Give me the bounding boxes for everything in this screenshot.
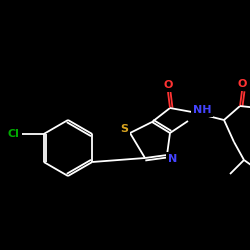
Text: O: O xyxy=(163,80,173,90)
Text: N: N xyxy=(168,154,177,164)
Text: S: S xyxy=(120,124,128,134)
Text: NH: NH xyxy=(193,105,211,115)
Text: O: O xyxy=(237,79,247,89)
Text: Cl: Cl xyxy=(8,129,20,139)
